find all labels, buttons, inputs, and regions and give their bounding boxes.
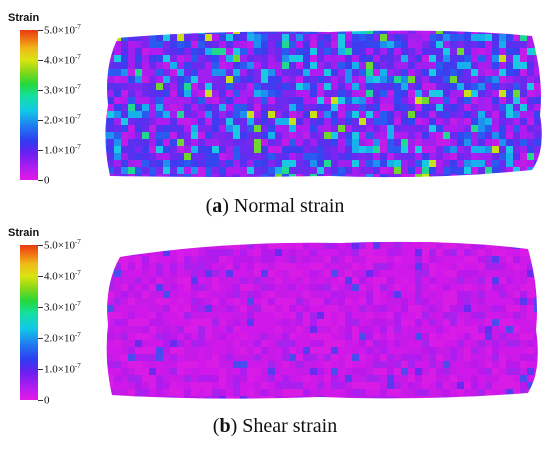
caption-a: (a) Normal strain <box>205 195 345 217</box>
colorbar-tick-2: 2.0×10-7 <box>44 113 81 127</box>
colorbar <box>20 245 38 400</box>
panel-shear-strain: Strain 5.0×10-7 4.0×10-7 3.0×10-7 2.0×10… <box>0 225 550 450</box>
colorbar-title: Strain <box>8 227 40 239</box>
colorbar-tick-1: 1.0×10-7 <box>44 143 81 157</box>
colorbar-tick-0: 0 <box>44 394 50 407</box>
colorbar-tick-0: 0 <box>44 174 50 187</box>
colorbar-tick-4: 4.0×10-7 <box>44 53 81 67</box>
colorbar-tick-1: 1.0×10-7 <box>44 362 81 376</box>
colorbar <box>20 30 38 180</box>
colorbar-tick-4: 4.0×10-7 <box>44 269 81 283</box>
specimen-normal-strain <box>100 20 548 185</box>
specimen-shear-strain <box>100 235 548 405</box>
colorbar-tick-5: 5.0×10-7 <box>44 238 81 252</box>
colorbar-tick-5: 5.0×10-7 <box>44 23 81 37</box>
caption-b: (b) Shear strain <box>212 415 338 437</box>
colorbar-title: Strain <box>8 12 40 24</box>
colorbar-tick-3: 3.0×10-7 <box>44 300 81 314</box>
panel-normal-strain: Strain 5.0×10-7 4.0×10-7 3.0×10-7 2.0×10… <box>8 12 548 217</box>
colorbar-tick-2: 2.0×10-7 <box>44 331 81 345</box>
colorbar-tick-3: 3.0×10-7 <box>44 83 81 97</box>
